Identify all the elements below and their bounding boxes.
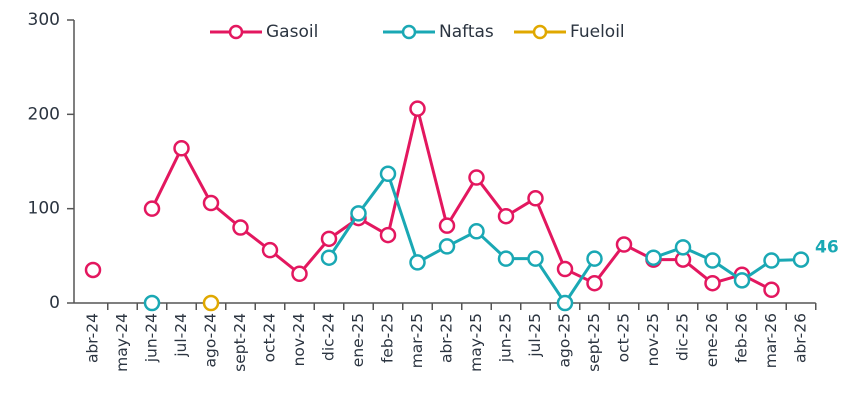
point [674,239,692,256]
x-tick-label: ago-25 [556,313,574,367]
point [704,274,721,292]
x-tick-label: feb-26 [733,313,751,363]
y-tick-label: 200 [28,104,60,124]
x-tick-label: ago-24 [202,313,220,367]
y-tick-label: 100 [28,199,60,219]
point [733,272,751,289]
y-tick-label: 0 [49,293,60,313]
x-tick-label: nov-24 [290,313,308,366]
point [527,250,544,267]
point [320,249,338,266]
x-tick-label: sept-25 [585,313,603,372]
point [438,217,456,234]
value-label: 46 [815,238,839,258]
point [438,238,456,255]
x-tick-label: dic-25 [674,313,692,361]
legend-marker [401,24,417,40]
x-tick-label: abr-26 [792,313,810,363]
x-tick-label: may-25 [467,313,485,372]
series-line [150,107,773,292]
legend-label: Naftas [439,22,494,42]
point [556,260,574,278]
x-tick-label: jul-24 [172,313,190,358]
point [350,205,367,222]
x-tick-label: ene-26 [703,313,721,367]
point [261,241,279,259]
point [497,250,515,267]
legend-marker [532,24,548,40]
x-tick-label: nov-25 [644,313,662,366]
point [468,223,485,240]
point [586,274,603,292]
point [379,226,397,244]
point [556,294,574,312]
point [409,100,426,117]
x-tick-label: ene-25 [349,313,367,367]
point [409,254,426,271]
point [291,265,308,283]
point [586,250,603,267]
point [615,236,633,253]
point [143,294,161,312]
x-tick-label: abr-24 [84,313,102,363]
x-tick-label: dic-24 [320,313,338,361]
y-tick-label: 300 [28,10,60,30]
x-tick-label: may-24 [113,313,131,372]
point [84,261,102,279]
x-tick-label: jun-25 [497,313,515,363]
legend-label: Fueloil [570,22,625,42]
series-line [327,172,802,305]
legend-marker [228,24,244,40]
point [232,219,249,236]
point [143,200,161,217]
x-tick-label: mar-26 [762,313,780,368]
x-tick-label: sept-24 [231,313,249,372]
point [497,207,515,225]
point [202,194,220,212]
point [527,190,544,207]
legend-label: Gasoil [266,22,318,42]
x-tick-label: oct-24 [261,313,279,362]
point [704,252,721,269]
point [763,281,780,299]
point [173,140,190,157]
x-tick-label: jul-25 [526,313,544,358]
x-tick-label: mar-25 [408,313,426,368]
point [379,165,397,183]
point [645,249,662,266]
point [792,251,810,268]
point [202,294,220,312]
x-tick-label: oct-25 [615,313,633,362]
x-tick-label: jun-24 [143,313,161,363]
x-tick-label: feb-25 [379,313,397,363]
point [468,169,485,186]
point [320,230,338,248]
x-tick-label: abr-25 [438,313,456,363]
point [763,252,780,269]
